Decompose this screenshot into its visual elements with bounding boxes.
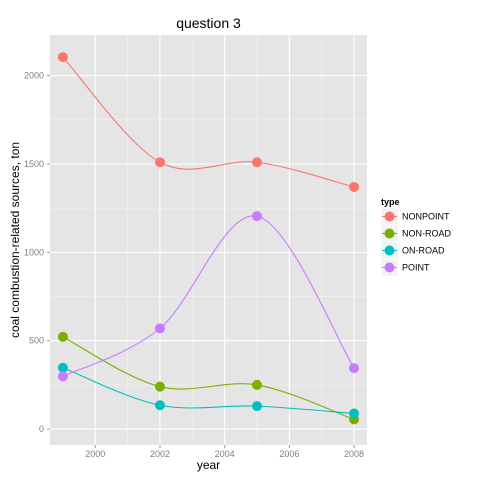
data-point-on-road [58, 363, 68, 373]
data-point-nonpoint [349, 182, 359, 192]
legend-key-point-on-road [385, 246, 395, 256]
y-tick-label: 1000 [24, 247, 44, 257]
data-point-on-road [252, 401, 262, 411]
legend-label-non-road: NON-ROAD [402, 229, 451, 239]
data-point-non-road [58, 332, 68, 342]
chart-title: question 3 [176, 15, 241, 31]
data-point-on-road [155, 400, 165, 410]
legend-key-point-nonpoint [385, 212, 395, 222]
y-tick-label: 2000 [24, 71, 44, 81]
legend-label-nonpoint: NONPOINT [402, 212, 450, 222]
y-axis-title: coal combustion-related sources, ton [8, 142, 22, 338]
x-axis-title: year [197, 458, 220, 472]
data-point-non-road [252, 380, 262, 390]
y-tick-label: 0 [39, 424, 44, 434]
x-tick-label: 2006 [279, 449, 299, 459]
data-point-on-road [349, 409, 359, 419]
data-point-nonpoint [252, 157, 262, 167]
x-tick-label: 2000 [85, 449, 105, 459]
y-tick-label: 1500 [24, 159, 44, 169]
data-point-nonpoint [58, 52, 68, 62]
x-tick-label: 2002 [150, 449, 170, 459]
x-tick-label: 2008 [344, 449, 364, 459]
legend-label-on-road: ON-ROAD [402, 246, 445, 256]
data-point-point [349, 363, 359, 373]
legend-title: type [381, 197, 400, 207]
data-point-point [252, 211, 262, 221]
data-point-nonpoint [155, 157, 165, 167]
data-point-point [58, 371, 68, 381]
data-point-point [155, 323, 165, 333]
legend-key-point-non-road [385, 229, 395, 239]
legend-key-point-point [385, 263, 395, 273]
legend-label-point: POINT [402, 263, 430, 273]
y-tick-label: 500 [29, 336, 44, 346]
data-point-non-road [155, 382, 165, 392]
